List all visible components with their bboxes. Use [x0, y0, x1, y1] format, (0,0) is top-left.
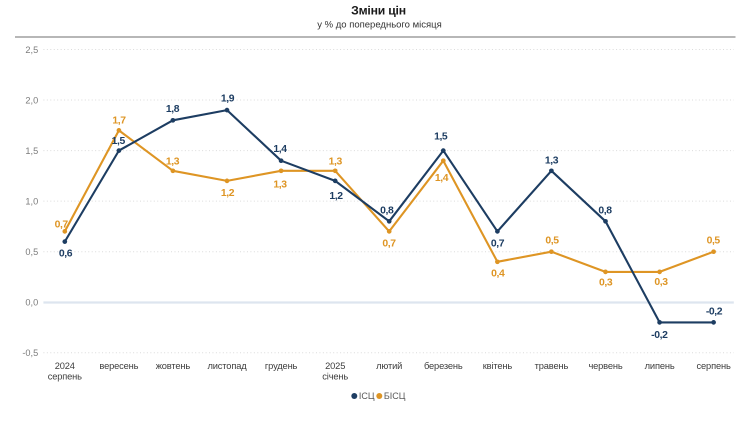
svg-text:Зміни цін: Зміни цін: [351, 4, 406, 18]
svg-text:-0,2: -0,2: [651, 330, 668, 341]
svg-text:0,8: 0,8: [598, 206, 612, 217]
svg-text:0,3: 0,3: [654, 277, 668, 288]
svg-text:0,8: 0,8: [380, 206, 394, 217]
svg-text:1,3: 1,3: [166, 157, 180, 168]
svg-text:БІСЦ: БІСЦ: [384, 391, 406, 401]
svg-text:2025: 2025: [325, 361, 345, 371]
svg-text:1,3: 1,3: [545, 156, 559, 167]
svg-text:0,3: 0,3: [599, 277, 613, 288]
svg-text:лютий: лютий: [376, 361, 402, 371]
svg-text:1,8: 1,8: [166, 104, 180, 115]
svg-text:1,9: 1,9: [221, 94, 235, 105]
svg-text:ІСЦ: ІСЦ: [359, 391, 375, 401]
svg-text:квітень: квітень: [483, 361, 513, 371]
svg-text:листопад: листопад: [207, 361, 247, 371]
svg-text:1,5: 1,5: [434, 132, 448, 143]
svg-text:-0,5: -0,5: [22, 348, 38, 358]
svg-text:1,0: 1,0: [25, 196, 38, 206]
svg-text:0,5: 0,5: [545, 236, 559, 247]
svg-text:0,7: 0,7: [491, 239, 505, 250]
svg-text:жовтень: жовтень: [156, 361, 191, 371]
svg-text:2,5: 2,5: [25, 45, 38, 55]
svg-text:1,7: 1,7: [112, 116, 126, 127]
svg-text:0,5: 0,5: [25, 247, 38, 257]
svg-text:1,5: 1,5: [112, 136, 126, 147]
svg-text:1,5: 1,5: [25, 146, 38, 156]
svg-text:серпень: серпень: [697, 361, 731, 371]
svg-text:червень: червень: [588, 361, 622, 371]
svg-text:0,7: 0,7: [382, 239, 396, 250]
svg-text:1,2: 1,2: [221, 188, 235, 199]
svg-text:березень: березень: [424, 361, 463, 371]
svg-text:1,4: 1,4: [435, 173, 449, 184]
svg-text:грудень: грудень: [265, 361, 298, 371]
svg-text:липень: липень: [645, 361, 675, 371]
svg-text:1,4: 1,4: [273, 144, 287, 155]
svg-text:2,0: 2,0: [25, 95, 38, 105]
svg-text:вересень: вересень: [99, 361, 138, 371]
svg-text:січень: січень: [322, 372, 348, 382]
svg-text:1,3: 1,3: [329, 157, 343, 168]
svg-text:у % до попереднього місяця: у % до попереднього місяця: [317, 20, 441, 31]
svg-text:0,0: 0,0: [25, 298, 38, 308]
svg-text:1,2: 1,2: [329, 191, 343, 202]
svg-text:0,5: 0,5: [707, 236, 721, 247]
svg-text:травень: травень: [535, 361, 569, 371]
svg-text:серпень: серпень: [48, 372, 82, 382]
svg-text:0,4: 0,4: [491, 268, 505, 279]
svg-text:0,6: 0,6: [59, 249, 73, 260]
svg-text:1,3: 1,3: [273, 179, 287, 190]
svg-text:2024: 2024: [55, 361, 75, 371]
svg-text:0,7: 0,7: [55, 220, 69, 231]
svg-text:-0,2: -0,2: [706, 307, 723, 318]
